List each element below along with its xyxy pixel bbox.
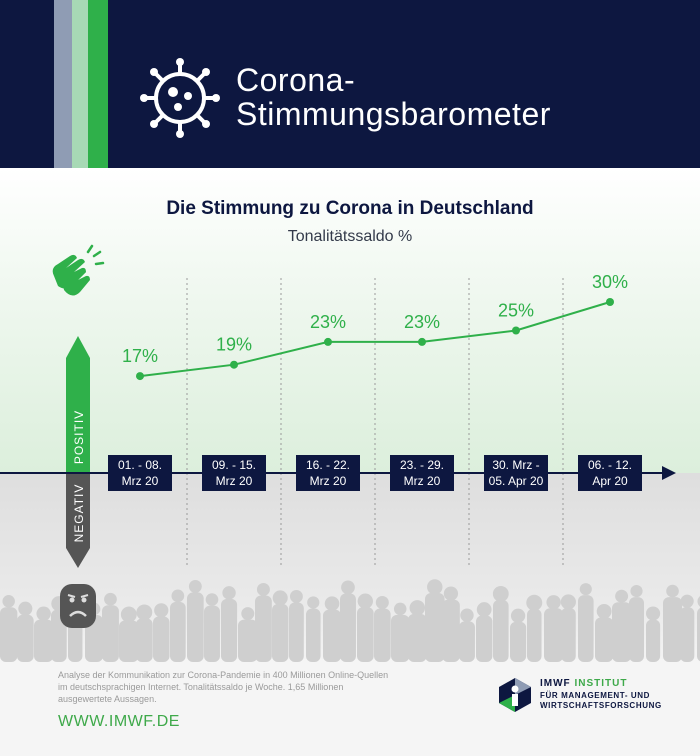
data-label: 23%: [310, 312, 346, 332]
data-point: [418, 337, 426, 346]
positive-zone: [0, 168, 700, 473]
series-line: [139, 301, 611, 378]
data-label: 25%: [498, 301, 534, 321]
decor-stripe: [54, 0, 72, 168]
imwf-sub-line1: FÜR MANAGEMENT- UND: [540, 691, 651, 700]
chart-subtitle: Tonalitätssaldo %: [287, 228, 413, 245]
x-tick-label: 01. - 08. Mrz 20: [108, 455, 172, 491]
data-label: 23%: [404, 312, 440, 332]
imwf-sub-line2: WIRTSCHAFTSFORSCHUNG: [540, 701, 662, 710]
data-label: 30%: [592, 272, 628, 292]
x-tick-label: 30. Mrz -05. Apr 20: [484, 455, 548, 491]
x-tick-label: 06. - 12. Apr 20: [578, 455, 642, 491]
data-label: 17%: [122, 346, 158, 366]
clapping-hands-icon: [52, 244, 105, 296]
data-label: 19%: [216, 335, 252, 355]
imwf-logo-icon: [499, 678, 531, 712]
negative-axis-arrow: [66, 473, 90, 568]
axis-negative-label: NEGATIV: [72, 483, 86, 543]
chart-title: Die Stimmung zu Corona in Deutschland: [166, 198, 534, 219]
data-point: [606, 298, 614, 306]
x-tick-label: 23. - 29. Mrz 20: [390, 455, 454, 491]
imwf-logo-name: IMWF INSTITUT: [540, 678, 627, 689]
x-tick-label: 09. - 15. Mrz 20: [202, 455, 266, 491]
data-point: [136, 372, 144, 381]
data-point: [512, 326, 520, 335]
page-title-line2: Stimmungsbarometer: [236, 96, 551, 132]
sad-face-icon: [60, 584, 96, 628]
axis-positive-label: POSITIV: [72, 409, 86, 465]
decor-stripe: [88, 0, 108, 168]
footer-description: Analyse der Kommunikation zur Corona-Pan…: [58, 670, 389, 704]
footer: [0, 659, 700, 756]
imwf-logo-subtitle: FÜR MANAGEMENT- UND WIRTSCHAFTSFORSCHUNG: [540, 691, 662, 711]
virus-icon: [140, 58, 220, 138]
page-title-line1: Corona-: [236, 62, 356, 98]
positive-axis-arrow: [66, 336, 90, 473]
footer-url-link[interactable]: WWW.IMWF.DE: [58, 713, 180, 730]
imwf-name-main: IMWF: [540, 678, 571, 689]
decor-stripe: [72, 0, 88, 168]
header-banner: Corona- Stimmungsbarometer: [0, 0, 700, 168]
data-point: [324, 337, 332, 346]
zero-axis-arrowhead: [662, 466, 676, 480]
data-point: [230, 360, 238, 369]
imwf-name-accent: INSTITUT: [574, 678, 628, 689]
x-tick-label: 16. - 22. Mrz 20: [296, 455, 360, 491]
crowd-silhouette: [0, 579, 700, 662]
